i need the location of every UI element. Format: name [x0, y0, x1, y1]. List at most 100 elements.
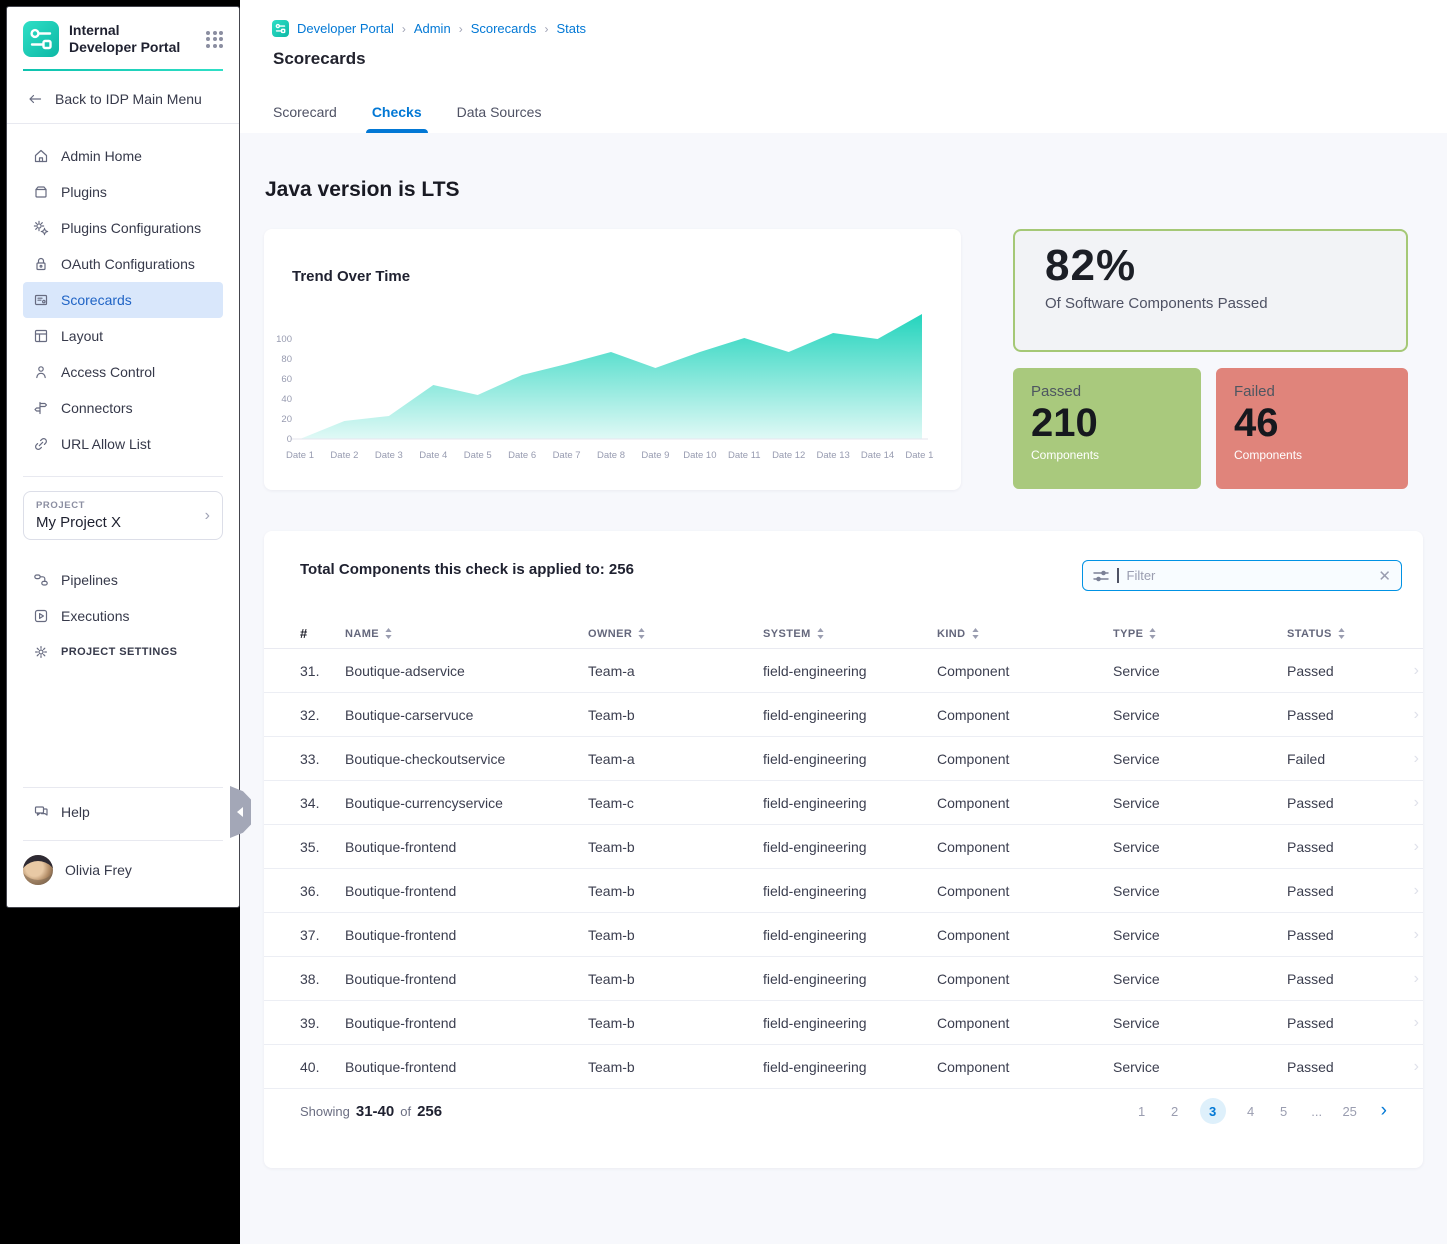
row-chevron-icon: › [1413, 661, 1419, 679]
svg-text:Date 2: Date 2 [330, 450, 358, 461]
back-label: Back to IDP Main Menu [55, 91, 202, 107]
tab-checks[interactable]: Checks [365, 104, 428, 133]
filter-input[interactable]: Filter ✕ [1082, 560, 1402, 591]
sidebar-collapse-handle[interactable] [230, 786, 251, 838]
column-header-hash[interactable]: # [300, 626, 308, 641]
breadcrumb-stats[interactable]: Stats [556, 21, 587, 36]
cell-kind: Component [937, 1058, 1010, 1075]
cell-kind: Component [937, 926, 1010, 943]
svg-text:Date 5: Date 5 [464, 450, 492, 461]
row-chevron-icon: › [1413, 793, 1419, 811]
table-row[interactable]: 33. Boutique-checkoutservice Team-a field-e… [264, 737, 1423, 781]
table-row[interactable]: 37. Boutique-frontend Team-b field-engineer… [264, 913, 1423, 957]
table-row[interactable]: 34. Boutique-currencyservice Team-c field-e… [264, 781, 1423, 825]
column-header-system[interactable]: SYSTEM [763, 628, 937, 640]
back-to-idp-menu[interactable]: Back to IDP Main Menu [7, 71, 239, 124]
svg-text:Date 13: Date 13 [817, 450, 850, 461]
svg-text:Date 7: Date 7 [553, 450, 581, 461]
page-button-1[interactable]: 1 [1138, 1103, 1146, 1119]
apps-grid-icon[interactable] [206, 30, 223, 48]
filter-placeholder: Filter [1126, 568, 1156, 583]
clear-filter-icon[interactable]: ✕ [1378, 567, 1391, 585]
sidebar-item-pipelines[interactable]: Pipelines [23, 562, 223, 598]
column-header-name[interactable]: NAME [345, 628, 588, 640]
main-area: Developer Portal › Admin › Scorecards › … [240, 0, 1447, 1244]
page-button-25[interactable]: 25 [1342, 1103, 1357, 1119]
cell-idx: 32. [300, 706, 320, 723]
sidebar-item-plugins[interactable]: Plugins [23, 174, 223, 210]
cell-owner: Team-b [588, 882, 635, 899]
column-header-kind[interactable]: KIND [937, 628, 1113, 640]
cell-system: field-engineering [763, 882, 867, 899]
cell-kind: Component [937, 706, 1010, 723]
cell-owner: Team-b [588, 1014, 635, 1031]
passed-caption: Components [1031, 448, 1100, 462]
breadcrumb-developer-portal[interactable]: Developer Portal [297, 21, 394, 36]
breadcrumb-admin[interactable]: Admin [413, 21, 451, 36]
sidebar-item-executions[interactable]: Executions [23, 598, 223, 634]
sidebar-item-scorecards[interactable]: Scorecards [23, 282, 223, 318]
table-row[interactable]: 32. Boutique-carservuce Team-b field-engine… [264, 693, 1423, 737]
column-header-type[interactable]: TYPE [1113, 628, 1287, 640]
sidebar-item-admin-home[interactable]: Admin Home [23, 138, 223, 174]
sort-icon [385, 628, 392, 639]
cell-system: field-engineering [763, 662, 867, 679]
tab-scorecard[interactable]: Scorecard [273, 104, 337, 120]
chevron-right-icon: › [204, 506, 210, 524]
cell-system: field-engineering [763, 926, 867, 943]
passed-card: Passed 210 Components [1013, 368, 1201, 489]
sidebar-item-url-allow-list[interactable]: URL Allow List [23, 426, 223, 462]
idp-mini-logo-icon [272, 20, 289, 37]
cell-type: Service [1113, 662, 1160, 679]
divider [23, 840, 223, 841]
table-row[interactable]: 36. Boutique-frontend Team-b field-engineer… [264, 869, 1423, 913]
cell-kind: Component [937, 662, 1010, 679]
breadcrumb-scorecards[interactable]: Scorecards [470, 21, 537, 36]
svg-text:40: 40 [281, 394, 292, 405]
page-title: Scorecards [273, 49, 366, 68]
user-menu[interactable]: Olivia Frey [7, 841, 239, 907]
cell-name: Boutique-frontend [345, 926, 457, 943]
sidebar-item-layout[interactable]: Layout [23, 318, 223, 354]
svg-text:0: 0 [287, 434, 292, 445]
page-button-3[interactable]: 3 [1199, 1098, 1226, 1124]
cell-system: field-engineering [763, 838, 867, 855]
page-button-2[interactable]: 2 [1171, 1103, 1179, 1119]
cell-owner: Team-b [588, 970, 635, 987]
project-selector[interactable]: PROJECT My Project X › [23, 491, 223, 540]
sidebar: Internal Developer Portal Back to IDP Ma… [6, 6, 240, 908]
project-label: PROJECT [36, 500, 86, 511]
table-row[interactable]: 31. Boutique-adservice Team-a field-enginee… [264, 649, 1423, 693]
cell-status: Passed [1287, 794, 1334, 811]
sidebar-item-connectors[interactable]: Connectors [23, 390, 223, 426]
sidebar-item-plugins-configurations[interactable]: Plugins Configurations [23, 210, 223, 246]
table-footer: Showing 31-40 of 256 1 2 3 4 5... 25 › [264, 1089, 1423, 1133]
table-row[interactable]: 40. Boutique-frontend Team-b field-engineer… [264, 1045, 1423, 1089]
table-row[interactable]: 39. Boutique-frontend Team-b field-engineer… [264, 1001, 1423, 1045]
sidebar-item-help[interactable]: Help [23, 794, 223, 830]
cell-system: field-engineering [763, 706, 867, 723]
page-button-4[interactable]: 4 [1247, 1103, 1255, 1119]
column-header-status[interactable]: STATUS [1287, 628, 1397, 640]
row-chevron-icon: › [1413, 1057, 1419, 1075]
cell-type: Service [1113, 1058, 1160, 1075]
sidebar-item-oauth-configurations[interactable]: OAuth Configurations [23, 246, 223, 282]
tab-data-sources[interactable]: Data Sources [456, 104, 542, 120]
svg-text:Date 14: Date 14 [861, 450, 894, 461]
admin-nav: Admin Home Plugins Plugins Configuration… [7, 130, 239, 462]
column-header-owner[interactable]: OWNER [588, 628, 763, 640]
table-body: 31. Boutique-adservice Team-a field-enginee… [264, 649, 1423, 1089]
divider [23, 476, 223, 477]
next-page-button[interactable]: › [1380, 1100, 1387, 1121]
cell-type: Service [1113, 750, 1160, 767]
brand-divider [23, 69, 223, 71]
table-row[interactable]: 38. Boutique-frontend Team-b field-engineer… [264, 957, 1423, 1001]
sidebar-item-access-control[interactable]: Access Control [23, 354, 223, 390]
page-button-5[interactable]: 5 [1280, 1103, 1288, 1119]
executions-icon [33, 608, 49, 624]
sidebar-column: Internal Developer Portal Back to IDP Ma… [0, 0, 240, 1244]
sidebar-item-project-settings[interactable]: PROJECT SETTINGS [23, 634, 223, 670]
table-row[interactable]: 35. Boutique-frontend Team-b field-engineer… [264, 825, 1423, 869]
arrow-left-icon [29, 94, 42, 104]
